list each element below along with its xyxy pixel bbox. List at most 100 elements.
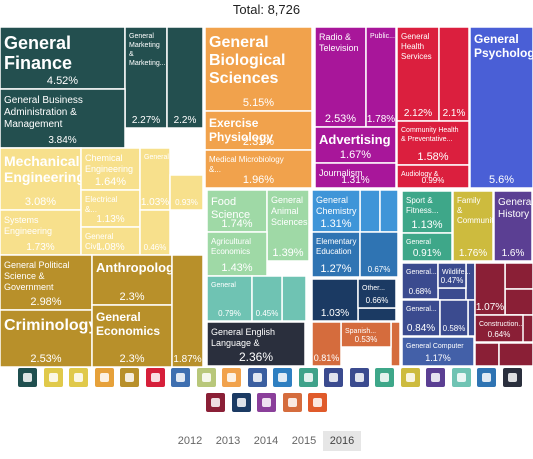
- treemap-cell-radio-tv[interactable]: [314, 26, 367, 128]
- art-icon[interactable]: [43, 368, 63, 387]
- trend-chart-icon[interactable]: [426, 368, 445, 387]
- treemap-cell-lang-s1[interactable]: [311, 321, 342, 367]
- cell-value-mech-eng: 3.08%: [25, 196, 56, 208]
- treemap-cell-gen-chem[interactable]: [311, 189, 361, 233]
- year-tab-2016[interactable]: 2016: [323, 431, 361, 451]
- treemap-cell-biz-c2[interactable]: [166, 26, 204, 129]
- treemap-cell-med-micro[interactable]: [204, 149, 313, 189]
- treemap-cell-journalism[interactable]: [314, 162, 397, 189]
- book-icon[interactable]: [247, 368, 267, 387]
- treemap-cell-minor[interactable]: [359, 189, 381, 233]
- cell-label-construction: Construction...: [479, 321, 524, 328]
- year-tab-2015[interactable]: 2015: [291, 435, 317, 447]
- treemap-cell-gen-history[interactable]: [493, 190, 533, 262]
- question-icon[interactable]: [231, 393, 251, 412]
- treemap-cell-minor[interactable]: [357, 307, 397, 322]
- arrows-icon[interactable]: [324, 368, 343, 387]
- treemap-cell-minor[interactable]: [474, 342, 500, 367]
- treemap-cell-gen-fin[interactable]: [0, 26, 126, 90]
- treemap-cell-construction[interactable]: [474, 314, 524, 343]
- treemap-cell-audiology[interactable]: [396, 164, 470, 189]
- treemap-cell-elec-eng[interactable]: [80, 189, 141, 228]
- treemap-cell-public[interactable]: [365, 26, 397, 128]
- treemap-cell-gen-pub[interactable]: [401, 262, 439, 300]
- treemap-cell-elem-edu[interactable]: [311, 231, 361, 278]
- cell-label-anthropology: Anthropology: [96, 260, 182, 275]
- treemap-cell-agri-econ[interactable]: [206, 231, 268, 277]
- treemap-cell-wildlife[interactable]: [437, 262, 467, 289]
- treemap-cell-minor[interactable]: [390, 321, 401, 367]
- cell-label-gen-psych: GeneralPsychology: [474, 32, 533, 60]
- cell-value-gen-history: 1.6%: [502, 248, 525, 259]
- cell-value-food-sci: 1.74%: [221, 218, 252, 230]
- cell-value-comm-health: 1.58%: [417, 151, 448, 163]
- treemap-cell-edu-s1[interactable]: [359, 231, 399, 278]
- treemap-cell-family-comm[interactable]: [452, 190, 494, 262]
- wheelchair-icon[interactable]: [400, 368, 420, 387]
- cell-label-gen-fine: General: [211, 282, 236, 289]
- treemap-cell-gen-civ[interactable]: [80, 226, 141, 256]
- engineering-icon[interactable]: [349, 368, 369, 387]
- treemap-cell-comm-health[interactable]: [396, 120, 470, 166]
- spiral-icon[interactable]: [282, 393, 302, 412]
- treemap-cell-hlt-s1[interactable]: [438, 26, 470, 122]
- recycle-icon[interactable]: [451, 368, 471, 387]
- cell-value-other: 0.66%: [366, 296, 389, 305]
- treemap-cell-other[interactable]: [357, 278, 397, 309]
- treemap-cell-gen-mkt[interactable]: [124, 26, 168, 129]
- treemap-cell-arts-s1[interactable]: [251, 275, 283, 322]
- treemap-cell-gen-parks[interactable]: [401, 232, 453, 262]
- treemap-cell-anthropology[interactable]: [91, 254, 173, 306]
- cell-value-gen-fin: 4.52%: [47, 75, 78, 87]
- treemap-cell-constr-s1[interactable]: [474, 262, 506, 316]
- treemap-cell-minor[interactable]: [467, 299, 476, 337]
- person-icon[interactable]: [18, 368, 37, 387]
- computer-icon[interactable]: [502, 368, 522, 387]
- treemap-cell-gen-biz[interactable]: [0, 88, 126, 149]
- network-icon[interactable]: [257, 393, 276, 412]
- treemap-cell-soc-s1[interactable]: [171, 254, 204, 368]
- treemap-cell-ph-s1[interactable]: [311, 278, 359, 322]
- shoe-icon[interactable]: [375, 368, 394, 387]
- year-tab-2012[interactable]: 2012: [177, 435, 203, 447]
- treemap-cell-minor[interactable]: [504, 262, 533, 290]
- cell-value-med-micro: 1.96%: [243, 174, 274, 186]
- treemap-cell-gen-comp[interactable]: [401, 336, 475, 367]
- treemap-cell-gen-pol[interactable]: [0, 254, 93, 311]
- treemap-cell-pub-s1[interactable]: [439, 299, 469, 337]
- treemap-cell-gen-psych[interactable]: [469, 26, 533, 189]
- pi-icon[interactable]: [477, 368, 496, 387]
- treemap-cell-chem-eng[interactable]: [80, 147, 141, 191]
- cell-label-ex-phys: Exercise Physiology: [209, 116, 273, 144]
- document-icon[interactable]: [120, 368, 139, 387]
- treemap-cell-gen-econ[interactable]: [91, 304, 173, 368]
- dna-icon[interactable]: [94, 368, 114, 387]
- year-tab-2014[interactable]: 2014: [253, 435, 279, 447]
- graduation-cap-icon[interactable]: [298, 368, 318, 387]
- treemap-cell-ex-phys[interactable]: [204, 110, 313, 151]
- treemap-cell-minor[interactable]: [437, 287, 467, 301]
- treemap-cell-minor[interactable]: [379, 189, 399, 233]
- treemap-cell-sport-fit[interactable]: [401, 190, 453, 234]
- chat-bubble-icon[interactable]: [171, 368, 190, 387]
- cell-value-audiology: 0.99%: [422, 176, 445, 185]
- cell-value-journalism: 1.31%: [341, 175, 369, 186]
- science-icon[interactable]: [69, 368, 88, 387]
- treemap-cell-eng-s2[interactable]: [139, 209, 171, 256]
- health-cross-icon[interactable]: [145, 368, 165, 387]
- treemap-cell-gen-animal[interactable]: [266, 189, 310, 262]
- theater-icon[interactable]: [222, 368, 241, 387]
- treemap-cell-minor[interactable]: [498, 342, 533, 367]
- treemap-cell-minor[interactable]: [504, 288, 533, 316]
- year-tab-2013[interactable]: 2013: [215, 435, 241, 447]
- treemap-cell-gen-bio[interactable]: [204, 26, 313, 112]
- map-icon[interactable]: [308, 393, 327, 412]
- cell-value-family-comm: 1.76%: [459, 248, 487, 259]
- treemap-cell-minor[interactable]: [281, 275, 307, 322]
- treemap-cell-gen-pub2[interactable]: [401, 299, 441, 337]
- agriculture-icon[interactable]: [196, 368, 216, 387]
- globe-icon[interactable]: [273, 368, 292, 387]
- treemap-cell-gen-english[interactable]: [206, 321, 306, 367]
- treemap-cell-eng-s1[interactable]: [169, 174, 204, 211]
- building-icon[interactable]: [206, 393, 225, 412]
